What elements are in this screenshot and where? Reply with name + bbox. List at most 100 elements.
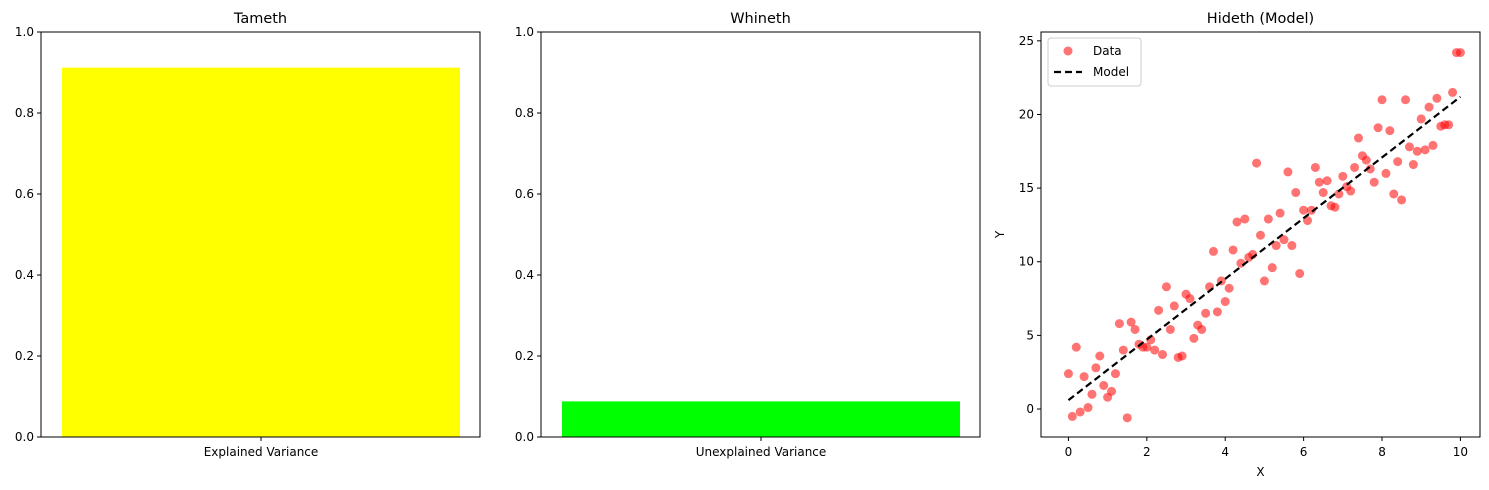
legend-label-model: Model — [1093, 65, 1129, 79]
x-axis-label: X — [1256, 465, 1264, 479]
x-tick-label: Unexplained Variance — [696, 445, 827, 459]
data-point — [1118, 345, 1128, 355]
data-point — [1212, 307, 1222, 317]
data-point — [1220, 297, 1230, 307]
data-point — [1110, 369, 1120, 379]
y-tick-label: 0.0 — [515, 430, 534, 444]
data-point — [1420, 145, 1430, 155]
bar — [62, 67, 460, 437]
data-point — [1130, 324, 1140, 334]
x-tick-label: Explained Variance — [204, 445, 319, 459]
data-point — [1350, 162, 1360, 172]
data-point — [1150, 345, 1160, 355]
data-point — [1071, 342, 1081, 352]
data-point — [1091, 363, 1101, 373]
data-point — [1291, 188, 1301, 198]
y-tick-label: 0.6 — [515, 187, 534, 201]
data-point — [1428, 140, 1438, 150]
legend-label-data: Data — [1093, 44, 1122, 58]
data-point — [1385, 126, 1395, 136]
data-point — [1310, 162, 1320, 172]
data-point — [1197, 324, 1207, 334]
data-point — [1353, 133, 1363, 143]
data-point — [1256, 230, 1265, 240]
data-point — [1369, 177, 1379, 187]
data-point — [1408, 160, 1418, 170]
data-point — [1404, 142, 1414, 152]
data-point — [1283, 167, 1293, 177]
data-point — [1114, 319, 1124, 329]
x-tick-label: 2 — [1143, 445, 1151, 459]
data-point — [1330, 202, 1340, 212]
data-point — [1075, 407, 1085, 417]
data-point — [1158, 350, 1168, 360]
data-point — [1322, 176, 1332, 186]
data-point — [1416, 114, 1426, 124]
y-tick-label: 0.2 — [15, 349, 34, 363]
data-point — [1161, 282, 1171, 292]
y-tick-label: 0.8 — [15, 106, 34, 120]
data-point — [1189, 333, 1199, 343]
data-point — [1099, 380, 1109, 390]
data-point — [1299, 205, 1309, 215]
bar — [562, 401, 960, 437]
data-point — [1240, 214, 1250, 224]
data-point — [1224, 283, 1234, 293]
data-point — [1393, 157, 1403, 167]
data-point — [1275, 208, 1285, 218]
data-point — [1228, 245, 1238, 255]
data-point — [1448, 87, 1458, 97]
data-point — [1381, 168, 1391, 178]
data-point — [1107, 386, 1117, 396]
data-point — [1063, 369, 1073, 379]
data-point — [1067, 411, 1077, 421]
data-point — [1295, 269, 1305, 279]
y-tick-label: 0 — [1026, 402, 1034, 416]
data-point — [1165, 324, 1175, 334]
data-point — [1401, 95, 1411, 105]
data-point — [1142, 342, 1152, 352]
chart-title: Tameth — [233, 11, 287, 27]
y-tick-label: 1.0 — [515, 25, 534, 39]
legend-marker-data — [1063, 46, 1073, 56]
y-tick-label: 0.8 — [515, 106, 534, 120]
data-point — [1361, 155, 1371, 165]
data-point — [1177, 351, 1187, 361]
data-point — [1279, 235, 1289, 245]
x-tick-label: 4 — [1221, 445, 1229, 459]
y-tick-label: 0.0 — [15, 430, 34, 444]
data-point — [1208, 246, 1218, 256]
data-point — [1252, 158, 1262, 168]
chart-title: Whineth — [730, 11, 791, 27]
y-tick-label: 25 — [1019, 34, 1034, 48]
x-tick-label: 6 — [1300, 445, 1308, 459]
data-point — [1377, 95, 1387, 105]
data-point — [1267, 263, 1277, 273]
data-point — [1424, 102, 1434, 112]
data-point — [1303, 216, 1313, 226]
y-tick-label: 0.4 — [15, 268, 34, 282]
data-point — [1185, 294, 1195, 304]
data-point — [1263, 214, 1273, 224]
data-point — [1346, 186, 1356, 196]
data-point — [1154, 305, 1164, 315]
y-tick-label: 15 — [1019, 181, 1034, 195]
y-tick-label: 10 — [1019, 255, 1034, 269]
data-point — [1412, 146, 1422, 156]
data-point — [1126, 317, 1136, 327]
data-point — [1444, 120, 1454, 130]
data-point — [1079, 372, 1089, 382]
data-point — [1259, 276, 1269, 286]
y-axis-label: Y — [993, 230, 1007, 239]
plot-frame — [540, 31, 981, 438]
y-tick-label: 0.2 — [515, 349, 534, 363]
chart-panel-tameth: Tameth 0.0 0.2 0.4 0.6 0.8 1.0 Explained Vari… — [15, 11, 481, 459]
y-tick-label: 0.4 — [515, 268, 534, 282]
model-line — [1067, 95, 1462, 402]
data-point — [1314, 177, 1324, 187]
data-point — [1389, 189, 1399, 199]
data-point — [1087, 389, 1097, 399]
y-tick-label: 0.6 — [15, 187, 34, 201]
x-tick-label: 8 — [1378, 445, 1386, 459]
